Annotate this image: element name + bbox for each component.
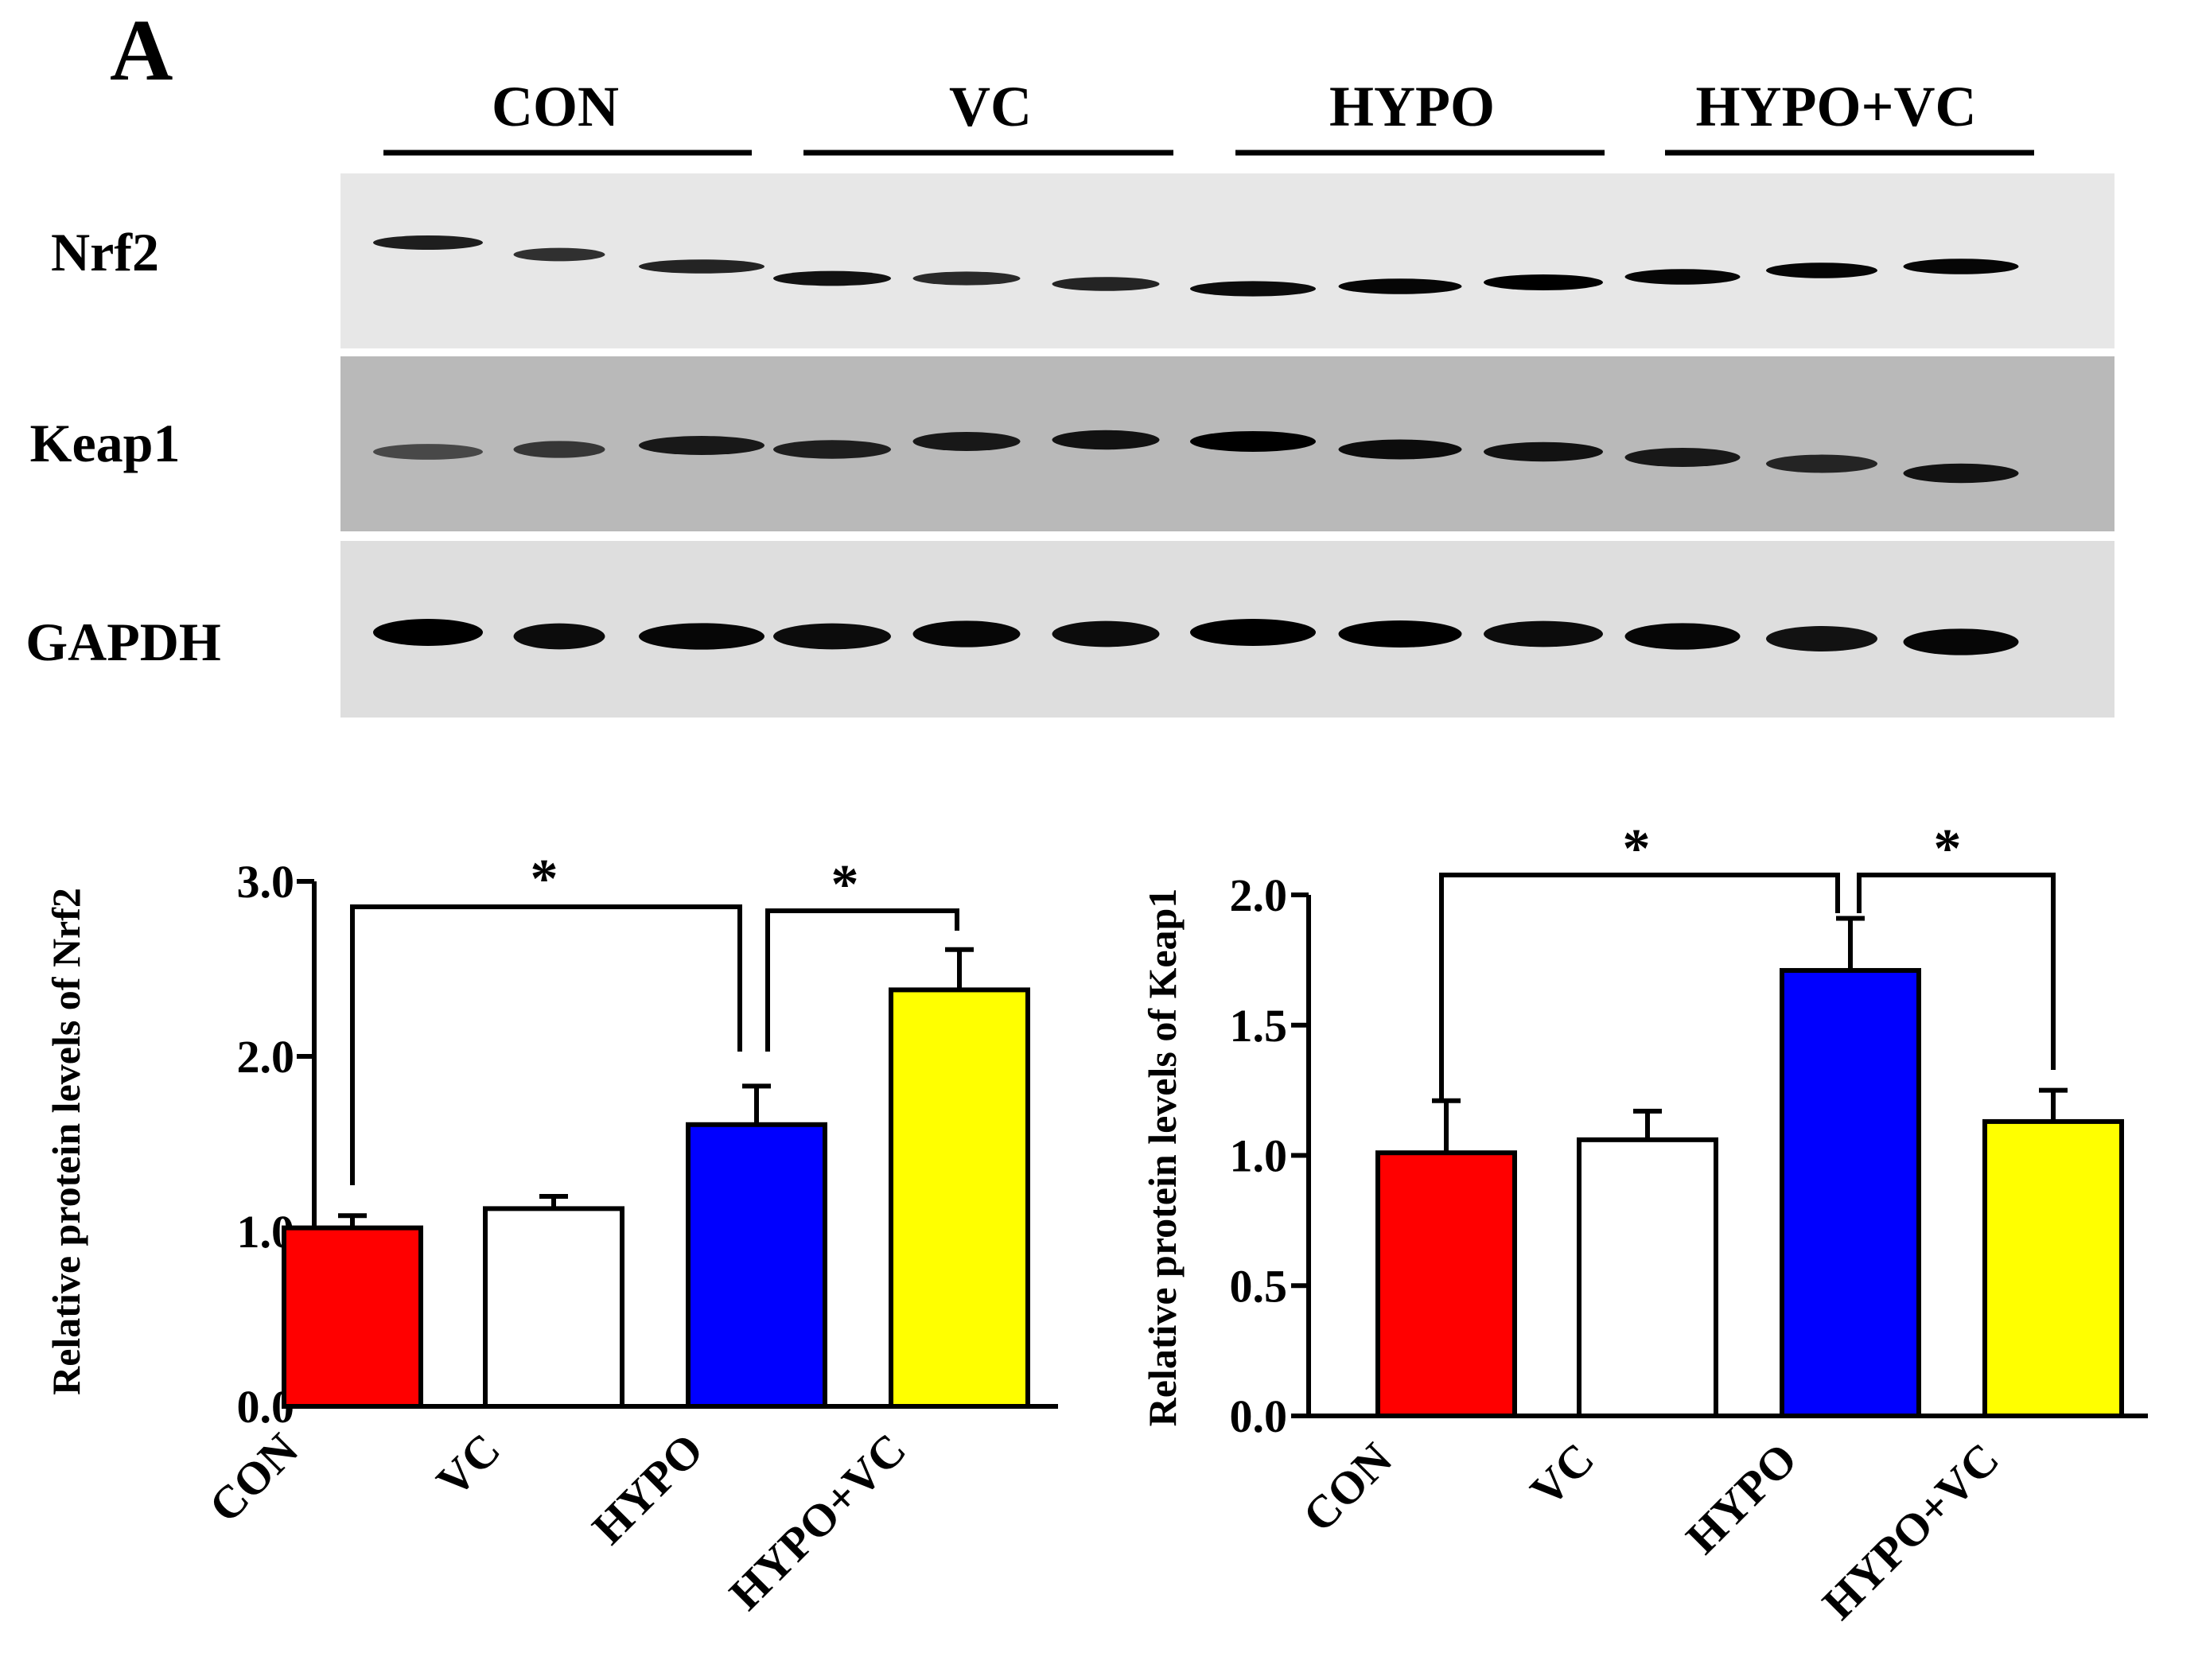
blot-band	[373, 619, 483, 646]
keap1-bar-chart: Relative protein levels of Keap1 0.0 0.5 1.…	[1140, 819, 2148, 1629]
x-tick-label: HYPO	[582, 1423, 713, 1554]
blot-band	[1903, 463, 2019, 484]
x-tick-label: VC	[1520, 1433, 1604, 1516]
blot-band	[912, 432, 1021, 451]
blot-band	[513, 441, 605, 458]
blot-group-label: HYPO+VC	[1695, 75, 1976, 138]
bar	[889, 987, 1030, 1409]
significance-bracket	[1439, 873, 1840, 1102]
blot-row-label: Nrf2	[51, 222, 159, 282]
x-tick-label: CON	[1293, 1433, 1402, 1542]
blot-band	[1903, 259, 2019, 274]
y-tick-label: 0.0	[1230, 1390, 1288, 1442]
blot-band	[513, 247, 605, 262]
blot-band	[1052, 620, 1160, 648]
y-axis-title: Relative protein levels of Keap1	[1140, 889, 1185, 1427]
blot-group-label: VC	[949, 75, 1032, 138]
blot-band	[1484, 274, 1603, 290]
blot-row-label: Keap1	[30, 413, 181, 473]
y-tick-label: 2.0	[237, 1031, 295, 1083]
nrf2-bar-chart: Relative protein levels of Nrf20.01.02.0…	[44, 849, 1058, 1620]
blot-band	[1338, 439, 1462, 460]
blot-band	[1190, 619, 1316, 646]
blot-band	[1190, 431, 1316, 452]
blot-band	[1190, 281, 1316, 297]
bar	[483, 1206, 624, 1410]
bar	[1982, 1118, 2124, 1419]
y-tick-label: 1.0	[1230, 1130, 1288, 1182]
bar	[1577, 1137, 1718, 1418]
blot-band	[639, 623, 764, 650]
blot-band	[1766, 626, 1877, 651]
significance-star: *	[531, 849, 558, 910]
y-tick-label: 1.5	[1230, 1000, 1288, 1052]
blot-band	[1338, 620, 1462, 648]
blot-band	[1903, 628, 2019, 655]
blot-band	[373, 444, 483, 460]
y-tick-label: 2.0	[1230, 869, 1288, 921]
x-tick-label: HYPO	[1676, 1433, 1807, 1563]
x-tick-label: VC	[426, 1423, 510, 1507]
blot-band	[639, 259, 764, 274]
blot-group-label: HYPO	[1329, 75, 1495, 138]
significance-bracket	[765, 908, 959, 1052]
significance-bracket	[350, 904, 742, 1185]
blot-band	[1484, 441, 1603, 462]
blot-band	[1624, 623, 1741, 650]
significance-star: *	[1934, 819, 1962, 880]
blot-row-background	[340, 173, 2114, 348]
blot-band	[773, 440, 891, 459]
bar	[1375, 1150, 1517, 1418]
x-tick-label: CON	[199, 1423, 308, 1532]
bar	[282, 1225, 423, 1409]
x-tick-label: HYPO+VC	[719, 1423, 916, 1620]
blot-band	[773, 270, 891, 286]
bar	[1780, 967, 1921, 1418]
blot-band	[912, 620, 1021, 648]
blot-band	[912, 271, 1021, 286]
blot-band	[1766, 454, 1877, 473]
blot-band	[773, 623, 891, 650]
blot-band	[639, 436, 764, 455]
blot-band	[1624, 448, 1741, 467]
blot-band	[1766, 262, 1877, 278]
blot-band	[1338, 278, 1462, 294]
western-blot: CON VC HYPO HYPO+VC Nrf2 Keap1 GAPDH	[25, 75, 2114, 718]
blot-group-label: CON	[492, 75, 619, 138]
y-tick-label: 0.5	[1230, 1260, 1288, 1312]
blot-band	[1052, 277, 1160, 291]
bar	[686, 1122, 827, 1410]
y-axis-title: Relative protein levels of Nrf2	[44, 888, 88, 1395]
y-tick-label: 3.0	[237, 856, 295, 908]
blot-band	[1484, 620, 1603, 648]
blot-band	[1624, 269, 1741, 285]
blot-band	[1052, 430, 1160, 450]
blot-band	[513, 623, 605, 650]
significance-star: *	[831, 854, 859, 916]
blot-band	[373, 235, 483, 250]
panel-label: A	[110, 2, 173, 99]
significance-star: *	[1623, 819, 1651, 880]
significance-bracket	[1857, 873, 2056, 1070]
blot-row-label: GAPDH	[25, 612, 221, 672]
x-tick-label: HYPO+VC	[1812, 1433, 2009, 1629]
